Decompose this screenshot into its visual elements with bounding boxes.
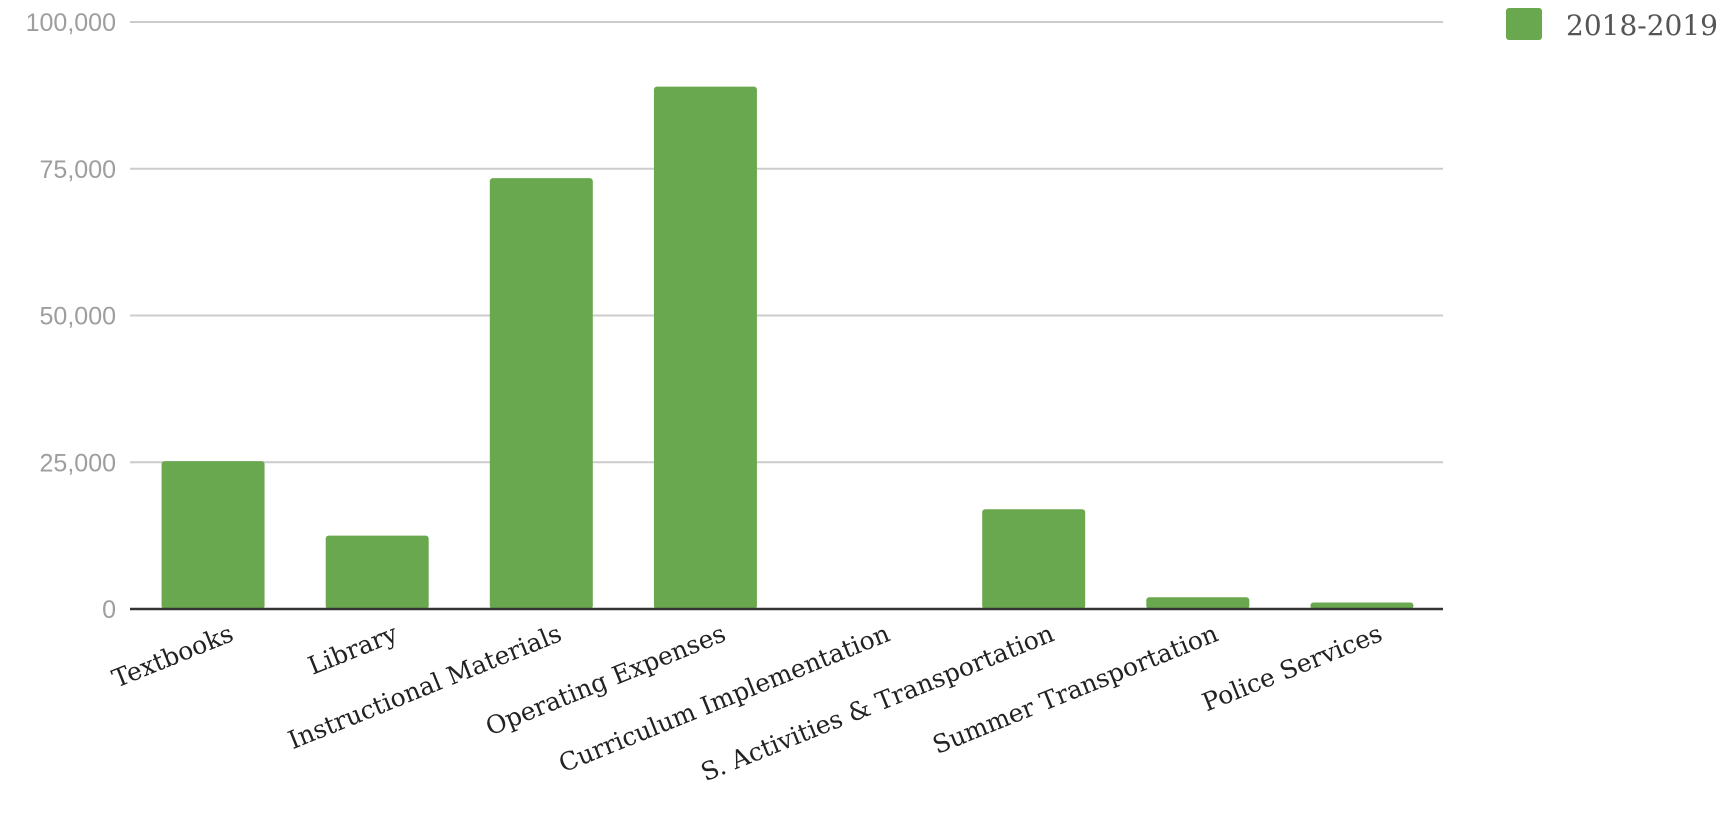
legend-label: 2018-2019: [1566, 9, 1718, 42]
y-tick-label: 50,000: [40, 303, 116, 331]
y-tick-label: 100,000: [26, 9, 116, 37]
x-tick-label: Instructional Materials: [284, 619, 566, 755]
y-tick-label: 25,000: [40, 449, 116, 477]
bar[interactable]: [1146, 597, 1250, 609]
legend[interactable]: 2018-2019: [1506, 8, 1718, 42]
x-tick-label: Police Services: [1198, 619, 1386, 718]
x-tick-label: Library: [304, 618, 402, 680]
bar[interactable]: [325, 535, 429, 609]
y-tick-label: 0: [102, 596, 116, 624]
bar[interactable]: [1310, 602, 1414, 609]
bar[interactable]: [653, 86, 757, 609]
gridlines: [130, 21, 1443, 464]
y-tick-label: 75,000: [40, 156, 116, 184]
x-tick-label: Textbooks: [108, 619, 237, 694]
x-tick-label: Summer Transportation: [928, 619, 1222, 760]
y-axis-tick-labels: 0 25,000 50,000 75,000 100,000: [26, 9, 116, 624]
bar[interactable]: [489, 178, 593, 609]
bar[interactable]: [982, 509, 1086, 609]
bars: [161, 86, 1414, 609]
legend-swatch: [1506, 8, 1542, 40]
bar[interactable]: [161, 461, 265, 609]
